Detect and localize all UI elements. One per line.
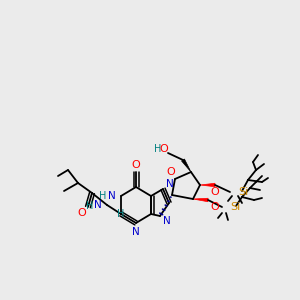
Text: H: H (99, 191, 107, 201)
Text: N: N (166, 179, 174, 189)
Text: H: H (86, 201, 94, 211)
Polygon shape (200, 183, 215, 187)
Text: N: N (94, 200, 102, 210)
Text: O: O (132, 160, 140, 170)
Text: O: O (167, 167, 176, 177)
Polygon shape (193, 198, 208, 202)
Text: N: N (132, 227, 140, 237)
Text: O: O (78, 208, 86, 218)
Polygon shape (182, 159, 191, 172)
Text: H: H (154, 144, 162, 154)
Text: O: O (160, 144, 168, 154)
Text: H: H (117, 209, 125, 219)
Text: O: O (211, 202, 219, 212)
Text: Si: Si (238, 187, 248, 197)
Text: N: N (108, 191, 116, 201)
Text: Si: Si (230, 202, 240, 212)
Text: O: O (211, 187, 219, 197)
Text: N: N (163, 216, 171, 226)
